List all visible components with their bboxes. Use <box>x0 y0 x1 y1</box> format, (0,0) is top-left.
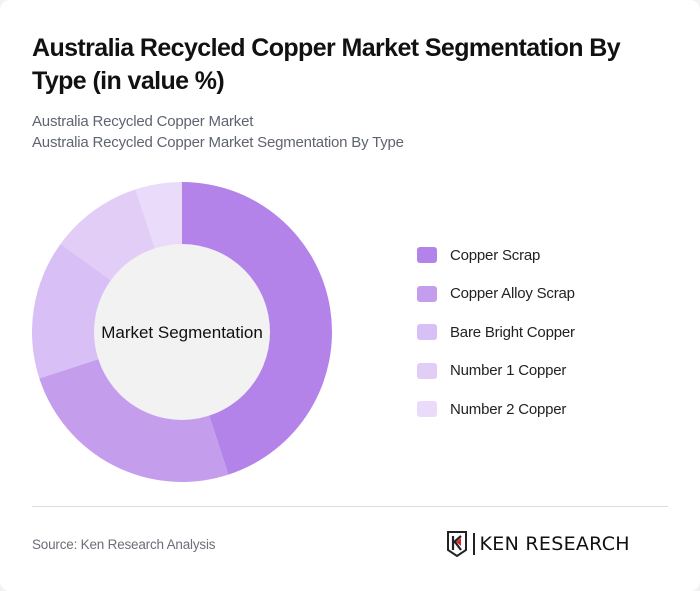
donut-chart: Market Segmentation <box>32 182 332 482</box>
legend-label: Copper Alloy Scrap <box>450 285 575 302</box>
legend-item-copper-scrap[interactable]: Copper Scrap <box>417 245 575 265</box>
legend-swatch <box>417 285 437 302</box>
chart-subtitle-segmentation: Australia Recycled Copper Market Segment… <box>32 134 404 151</box>
legend-item-number-1-copper[interactable]: Number 1 Copper <box>417 361 575 381</box>
ken-research-logo: KEN RESEARCH <box>447 530 630 558</box>
legend-label: Number 2 Copper <box>450 400 567 418</box>
legend: Copper Scrap Copper Alloy Scrap Bare Bri… <box>417 245 575 438</box>
ken-research-shield-icon <box>447 531 467 557</box>
legend-item-copper-alloy-scrap[interactable]: Copper Alloy Scrap <box>417 284 575 304</box>
legend-swatch <box>417 401 437 417</box>
legend-label: Number 1 Copper <box>450 362 567 379</box>
donut-hole <box>94 244 270 420</box>
legend-swatch <box>417 247 437 263</box>
logo-text: KEN RESEARCH <box>479 533 630 555</box>
footer-divider <box>32 506 668 507</box>
chart-subtitle-market: Australia Recycled Copper Market <box>32 113 254 130</box>
legend-item-bare-bright-copper[interactable]: Bare Bright Copper <box>417 322 575 342</box>
logo-separator <box>473 533 475 555</box>
chart-title: Australia Recycled Copper Market Segment… <box>32 34 621 95</box>
legend-item-number-2-copper[interactable]: Number 2 Copper <box>417 399 575 419</box>
source-note: Source: Ken Research Analysis <box>32 537 216 552</box>
legend-swatch <box>417 324 437 340</box>
legend-label: Copper Scrap <box>450 246 541 264</box>
legend-swatch <box>417 362 437 379</box>
center-label: Market Segmentation <box>101 323 263 342</box>
legend-label: Bare Bright Copper <box>450 323 575 341</box>
